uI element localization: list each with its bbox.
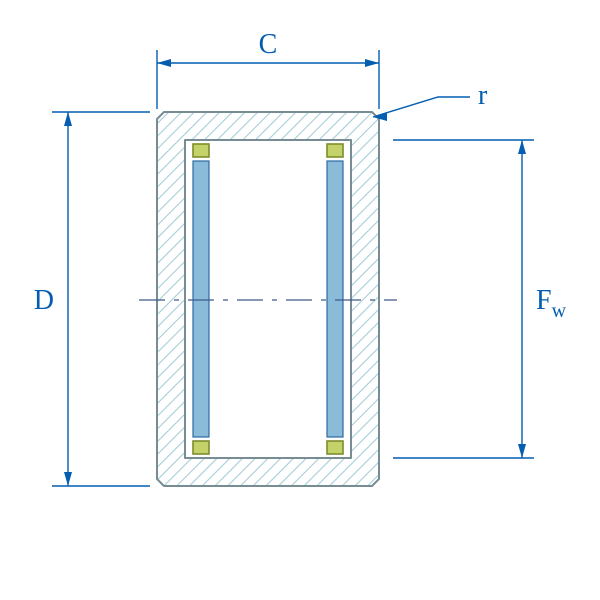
seal-top-right — [327, 144, 343, 157]
seal-bottom-right — [327, 441, 343, 454]
seal-top-left — [193, 144, 209, 157]
dim-label-d: D — [34, 285, 54, 316]
seal-bottom-left — [193, 441, 209, 454]
dim-label-r: r — [478, 80, 488, 111]
roller-left — [193, 161, 209, 437]
roller-right — [327, 161, 343, 437]
dim-label-c: C — [259, 29, 278, 60]
